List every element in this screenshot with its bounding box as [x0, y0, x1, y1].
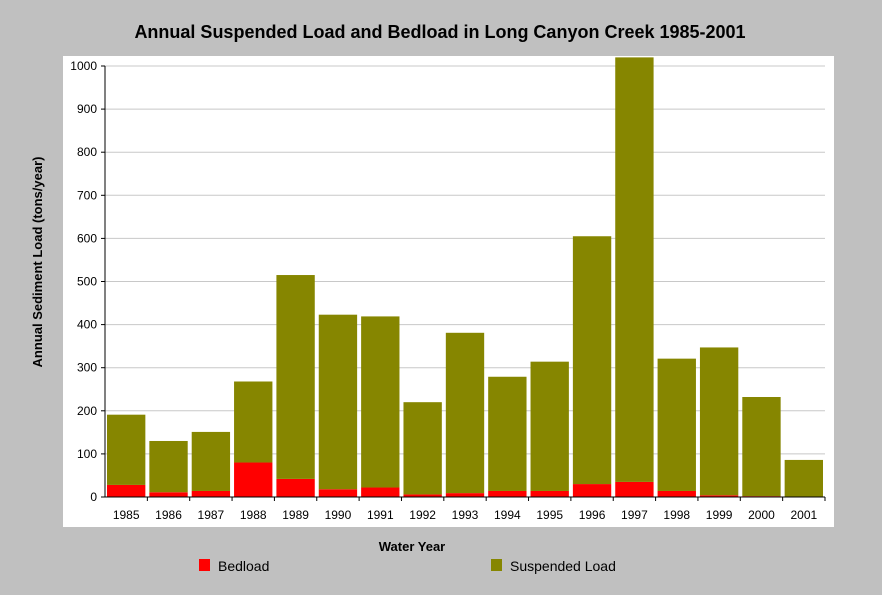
bar-suspended-load-1994: [488, 376, 527, 491]
chart-title: Annual Suspended Load and Bedload in Lon…: [134, 22, 745, 42]
bar-bedload-1985: [107, 484, 146, 497]
y-tick-label: 200: [77, 404, 97, 418]
bar-bedload-1994: [488, 490, 527, 497]
y-tick-label: 0: [90, 490, 97, 504]
x-tick-label: 1992: [409, 508, 436, 522]
x-tick-label: 1994: [494, 508, 521, 522]
bar-bedload-1988: [234, 462, 273, 497]
x-tick-label: 1987: [198, 508, 225, 522]
x-tick-label: 1995: [536, 508, 563, 522]
bar-suspended-load-1992: [403, 402, 442, 495]
legend: Bedload Suspended Load: [199, 558, 616, 574]
x-tick-label: 1991: [367, 508, 394, 522]
bar-suspended-load-1988: [234, 381, 273, 463]
y-tick-label: 700: [77, 188, 97, 202]
bar-suspended-load-2000: [742, 397, 781, 497]
legend-label-bedload: Bedload: [218, 558, 269, 574]
x-tick-label: 1989: [282, 508, 309, 522]
bar-suspended-load-1985: [107, 414, 146, 485]
bar-bedload-1996: [572, 484, 612, 497]
bar-suspended-load-1999: [699, 347, 739, 496]
bar-bedload-1997: [615, 481, 654, 497]
x-tick-label: 1993: [452, 508, 479, 522]
y-tick-label: 1000: [70, 59, 97, 73]
y-tick-label: 900: [77, 102, 97, 116]
x-tick-label: 2001: [790, 508, 817, 522]
legend-swatch-bedload: [199, 559, 210, 571]
y-axis-ticks: 0 100 200 300 400 500 600 700 800 900 1000: [70, 59, 105, 504]
bar-suspended-load-1986: [149, 440, 188, 493]
bar-bedload-1990: [318, 489, 358, 497]
bar-suspended-load-1991: [361, 316, 400, 488]
bar-suspended-load-1997: [615, 57, 654, 482]
bar-bedload-1992: [403, 494, 442, 497]
bar-bedload-1987: [191, 490, 231, 497]
y-tick-label: 800: [77, 145, 97, 159]
bar-suspended-load-1995: [530, 361, 569, 491]
y-tick-label: 500: [77, 275, 97, 289]
bars: [107, 57, 823, 497]
bar-suspended-load-1993: [445, 332, 485, 494]
x-tick-label: 1986: [155, 508, 182, 522]
x-tick-label: 1997: [621, 508, 648, 522]
x-axis-title: Water Year: [379, 539, 446, 554]
bar-bedload-1995: [530, 490, 569, 497]
y-tick-label: 400: [77, 318, 97, 332]
x-tick-label: 1996: [579, 508, 606, 522]
bar-bedload-1998: [657, 490, 696, 497]
legend-label-suspended-load: Suspended Load: [510, 558, 616, 574]
bar-suspended-load-1987: [191, 431, 231, 491]
bar-bedload-1993: [445, 493, 485, 497]
bar-bedload-1986: [149, 492, 188, 497]
x-tick-label: 1990: [325, 508, 352, 522]
bar-suspended-load-1998: [657, 358, 696, 491]
bar-suspended-load-1989: [276, 275, 315, 479]
x-tick-label: 1998: [663, 508, 690, 522]
x-axis-ticks: 1985 1986 1987 1988 1989 1990 1991 1992 1993 1994…: [113, 497, 826, 522]
y-tick-label: 100: [77, 447, 97, 461]
y-tick-label: 300: [77, 361, 97, 375]
y-tick-label: 600: [77, 231, 97, 245]
x-tick-label: 1999: [706, 508, 733, 522]
legend-swatch-suspended-load: [491, 559, 502, 571]
x-tick-label: 1985: [113, 508, 140, 522]
bar-bedload-1989: [276, 478, 315, 497]
bar-suspended-load-1990: [318, 314, 358, 490]
x-tick-label: 2000: [748, 508, 775, 522]
bar-bedload-1991: [361, 487, 400, 497]
y-axis-title: Annual Sediment Load (tons/year): [30, 157, 45, 368]
bar-suspended-load-2001: [784, 459, 823, 497]
bar-bedload-1999: [699, 495, 739, 497]
x-tick-label: 1988: [240, 508, 267, 522]
bar-suspended-load-1996: [572, 236, 612, 485]
